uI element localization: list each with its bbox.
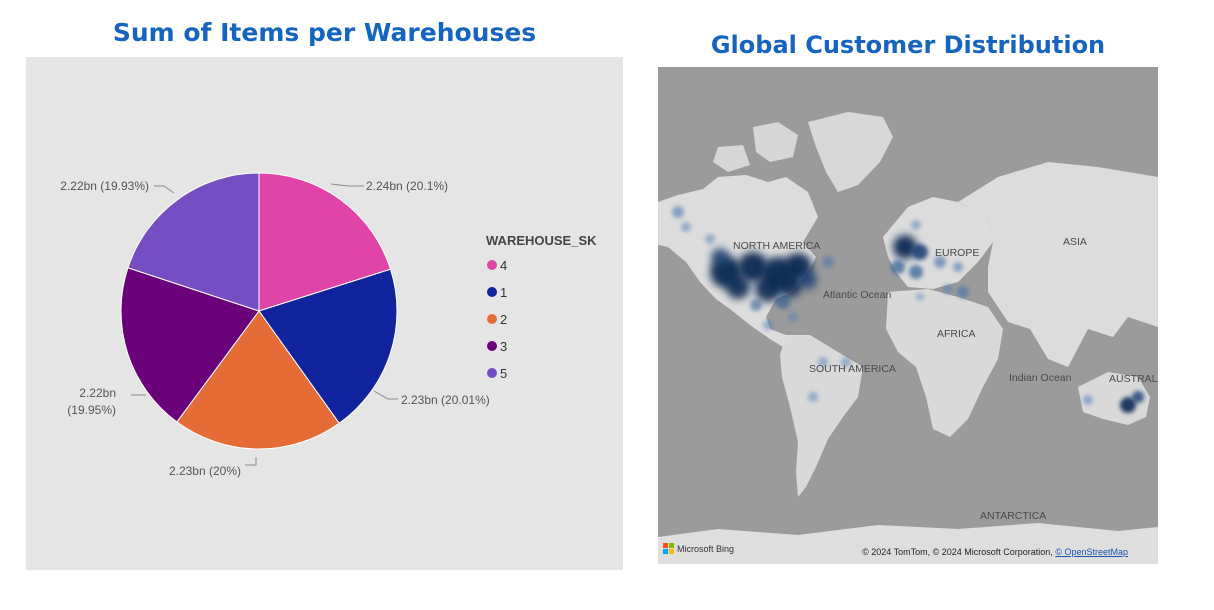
heat-spot — [943, 284, 953, 294]
pie-chart-title: Sum of Items per Warehouses — [112, 18, 537, 47]
pie-chart-panel[interactable]: 2.24bn (20.1%) 2.23bn (20.01%) 2.23bn (20%… — [26, 57, 623, 570]
pie-slice-3[interactable] — [120, 267, 260, 423]
land-greenland — [808, 112, 893, 192]
heat-spot — [711, 248, 729, 266]
pie-chart[interactable]: 2.24bn (20.1%) 2.23bn (20.01%) 2.23bn (20%… — [26, 57, 623, 570]
map-label-indian-ocean: Indian Ocean — [1009, 372, 1072, 384]
legend-item-1[interactable]: 1 — [487, 284, 507, 300]
land-antarctica — [658, 523, 1158, 564]
heat-spot — [726, 275, 750, 299]
land-asia — [958, 162, 1158, 367]
heat-spot — [818, 357, 828, 367]
heat-spot — [934, 256, 946, 268]
map-attribution: © 2024 TomTom, © 2024 Microsoft Corporat… — [862, 547, 1128, 557]
pie-leader-line-4 — [330, 183, 364, 187]
pie-slice-4[interactable] — [258, 172, 392, 312]
heat-spot — [822, 256, 834, 268]
heat-spot — [953, 262, 963, 272]
pie-data-label-1: 2.23bn (20.01%) — [401, 393, 490, 407]
legend-title: WAREHOUSE_SK — [486, 233, 597, 248]
heat-spot — [1132, 391, 1144, 403]
legend-label-5: 5 — [500, 365, 508, 381]
heat-spot — [681, 222, 691, 232]
heat-spot — [891, 260, 905, 274]
heat-spot — [912, 244, 928, 260]
pie-leader-line-1 — [373, 390, 398, 400]
heat-spot — [776, 295, 790, 309]
map-chart-title: Global Customer Distribution — [710, 31, 1106, 59]
land-europe — [883, 197, 993, 289]
land-africa — [886, 289, 1003, 437]
heat-spot — [893, 235, 917, 259]
heat-spot — [738, 252, 768, 282]
heat-spot — [911, 220, 921, 230]
land-arctic-islands — [713, 122, 798, 172]
attribution-text: © 2024 TomTom, © 2024 Microsoft Corporat… — [862, 547, 1053, 557]
map-label-australia: AUSTRAL — [1109, 373, 1158, 385]
map-label-europe: EUROPE — [935, 247, 979, 259]
pie-leader-line-5 — [154, 185, 175, 194]
legend-item-3[interactable]: 3 — [487, 338, 507, 354]
heat-spot — [755, 276, 781, 302]
heat-spot — [763, 320, 773, 330]
heat-spot — [705, 234, 715, 244]
legend-marker-4 — [487, 260, 497, 270]
pie-data-label-2: 2.23bn (20%) — [169, 464, 241, 478]
world-map[interactable]: NORTH AMERICA EUROPE ASIA Atlantic Ocean… — [658, 67, 1158, 564]
legend-label-1: 1 — [500, 284, 508, 300]
map-label-asia: ASIA — [1063, 236, 1087, 248]
pie-data-label-5: 2.22bn (19.93%) — [60, 179, 149, 193]
legend-label-4: 4 — [500, 257, 508, 273]
pie-data-label-3-pct: (19.95%) — [67, 403, 116, 417]
legend-marker-1 — [487, 287, 497, 297]
land-south-america — [780, 335, 863, 497]
legend-item-2[interactable]: 2 — [487, 311, 507, 327]
openstreetmap-link[interactable]: © OpenStreetMap — [1055, 547, 1128, 557]
map-label-north-america: NORTH AMERICA — [733, 240, 820, 252]
legend-label-3: 3 — [500, 338, 508, 354]
map-label-atlantic-ocean: Atlantic Ocean — [823, 289, 891, 301]
heat-spot — [1083, 395, 1093, 405]
microsoft-logo-icon — [663, 543, 674, 554]
heat-spot — [916, 293, 924, 301]
microsoft-bing-logo: Microsoft Bing — [663, 543, 734, 554]
legend-item-4[interactable]: 4 — [487, 257, 507, 273]
map-label-antarctica: ANTARCTICA — [980, 510, 1046, 522]
heat-spot — [808, 392, 818, 402]
heat-spot — [909, 265, 923, 279]
heat-spot — [788, 312, 798, 322]
heat-spot — [672, 206, 684, 218]
pie-slice-1[interactable] — [258, 268, 398, 424]
map-label-africa: AFRICA — [937, 328, 976, 340]
heat-spot — [841, 357, 851, 367]
pie-slice-2[interactable] — [176, 310, 340, 450]
heat-spot — [1120, 397, 1136, 413]
map-panel[interactable]: NORTH AMERICA EUROPE ASIA Atlantic Ocean… — [658, 67, 1158, 564]
pie-data-label-4: 2.24bn (20.1%) — [366, 179, 448, 193]
heat-spot — [750, 299, 762, 311]
heat-spot — [799, 271, 817, 289]
legend-label-2: 2 — [500, 311, 508, 327]
legend-marker-3 — [487, 341, 497, 351]
legend-item-5[interactable]: 5 — [487, 365, 507, 381]
customer-heat-layer — [672, 206, 1144, 413]
map-label-south-america: SOUTH AMERICA — [809, 363, 896, 375]
bing-logo-text: Microsoft Bing — [677, 543, 735, 554]
heat-spot — [957, 286, 969, 298]
heat-spot — [778, 273, 802, 297]
pie-leader-line-2 — [245, 457, 257, 466]
legend-marker-2 — [487, 314, 497, 324]
legend-marker-5 — [487, 368, 497, 378]
pie-data-label-3: 2.22bn — [79, 386, 116, 400]
pie-slice-5[interactable] — [127, 172, 260, 312]
